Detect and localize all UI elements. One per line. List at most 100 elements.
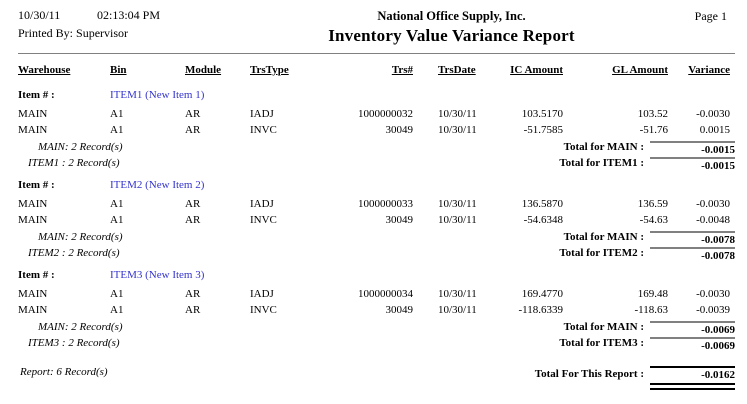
report-total-value: -0.0162 [650,366,735,390]
header-right: Page 1 [655,8,735,24]
cell-trsnum: 30049 [385,304,414,316]
warehouse-total-value: -0.0015 [650,141,735,156]
item-group: Item # : ITEM3 (New Item 3) MAIN A1 AR I… [18,269,735,352]
col-variance: Variance [688,64,730,76]
cell-ic-amount: -54.6348 [523,214,563,226]
warehouse-total-label: Total for MAIN : [563,141,644,153]
report-total-label: Total For This Report : [534,368,644,380]
cell-trsdate: 10/30/11 [438,304,477,316]
cell-trsnum: 30049 [385,124,414,136]
col-warehouse: Warehouse [18,64,71,76]
cell-module: AR [185,108,201,120]
item-link[interactable]: ITEM3 (New Item 3) [110,269,205,281]
cell-ic-amount: 169.4770 [521,288,563,300]
cell-gl-amount: -51.76 [639,124,668,136]
col-module: Module [185,64,222,76]
cell-gl-amount: -118.63 [634,304,668,316]
cell-bin: A1 [110,198,124,210]
col-trstype: TrsType [250,64,289,76]
item-total-label: Total for ITEM1 : [559,157,644,169]
table-row: MAIN A1 AR IADJ 1000000034 10/30/11 169.… [18,288,735,304]
cell-bin: A1 [110,108,124,120]
cell-ic-amount: -51.7585 [523,124,563,136]
printed-by-value: Supervisor [76,26,129,40]
cell-bin: A1 [110,214,124,226]
item-group: Item # : ITEM1 (New Item 1) MAIN A1 AR I… [18,89,735,172]
cell-bin: A1 [110,288,124,300]
cell-trsdate: 10/30/11 [438,124,477,136]
cell-module: AR [185,124,201,136]
item-number-label: Item # : [18,179,55,191]
warehouse-record-count: MAIN: 2 Record(s) [38,321,123,333]
item-number-label: Item # : [18,89,55,101]
col-trsdate: TrsDate [438,64,476,76]
cell-trstype: IADJ [250,288,274,300]
cell-trsnum: 30049 [385,214,414,226]
report-record-count: Report: 6 Record(s) [20,366,108,378]
cell-bin: A1 [110,304,124,316]
cell-trsnum: 1000000032 [358,108,413,120]
item-record-count: ITEM2 : 2 Record(s) [28,247,120,259]
item-total-label: Total for ITEM3 : [559,337,644,349]
cell-trsdate: 10/30/11 [438,198,477,210]
warehouse-total-label: Total for MAIN : [563,231,644,243]
warehouse-total-value: -0.0069 [650,321,735,336]
report-title: Inventory Value Variance Report [328,26,575,45]
item-total-label: Total for ITEM2 : [559,247,644,259]
item-total-value: -0.0015 [650,157,735,172]
page-number: Page 1 [694,9,727,23]
report-footer: Report: 6 Record(s) Total For This Repor… [18,366,735,390]
cell-trsdate: 10/30/11 [438,288,477,300]
cell-trsdate: 10/30/11 [438,214,477,226]
cell-module: AR [185,288,201,300]
cell-variance: -0.0030 [696,108,730,120]
cell-warehouse: MAIN [18,288,48,300]
double-underline [650,383,735,390]
cell-warehouse: MAIN [18,214,48,226]
cell-variance: -0.0039 [696,304,730,316]
cell-warehouse: MAIN [18,108,48,120]
cell-ic-amount: 136.5870 [521,198,563,210]
print-date: 10/30/11 [18,8,61,22]
cell-trstype: INVC [250,214,277,226]
table-row: MAIN A1 AR INVC 30049 10/30/11 -54.6348 … [18,214,735,230]
cell-trstype: IADJ [250,108,274,120]
cell-warehouse: MAIN [18,124,48,136]
item-total-value: -0.0078 [650,247,735,262]
item-link[interactable]: ITEM1 (New Item 1) [110,89,205,101]
printed-by-label: Printed By: [18,26,74,40]
cell-ic-amount: -118.6339 [518,304,563,316]
header-center: National Office Supply, Inc. Inventory V… [248,8,655,46]
cell-trstype: INVC [250,124,277,136]
table-row: MAIN A1 AR IADJ 1000000033 10/30/11 136.… [18,198,735,214]
cell-module: AR [185,214,201,226]
cell-variance: 0.0015 [699,124,730,136]
column-headers: Warehouse Bin Module TrsType Trs# TrsDat… [18,64,735,82]
cell-variance: -0.0048 [696,214,730,226]
item-total-value: -0.0069 [650,337,735,352]
col-ic-amount: IC Amount [510,64,563,76]
cell-gl-amount: 103.52 [637,108,668,120]
cell-variance: -0.0030 [696,198,730,210]
cell-trsnum: 1000000033 [358,198,413,210]
page-header: 10/30/11 02:13:04 PM Printed By: Supervi… [18,8,735,46]
cell-trstype: IADJ [250,198,274,210]
col-gl-amount: GL Amount [612,64,668,76]
table-row: MAIN A1 AR INVC 30049 10/30/11 -118.6339… [18,304,735,320]
cell-gl-amount: 136.59 [637,198,668,210]
cell-gl-amount: 169.48 [637,288,668,300]
item-group: Item # : ITEM2 (New Item 2) MAIN A1 AR I… [18,179,735,262]
warehouse-total-value: -0.0078 [650,231,735,246]
table-row: MAIN A1 AR INVC 30049 10/30/11 -51.7585 … [18,124,735,140]
cell-trstype: INVC [250,304,277,316]
header-left: 10/30/11 02:13:04 PM Printed By: Supervi… [18,8,248,41]
item-record-count: ITEM3 : 2 Record(s) [28,337,120,349]
item-link[interactable]: ITEM2 (New Item 2) [110,179,205,191]
cell-gl-amount: -54.63 [639,214,668,226]
item-number-label: Item # : [18,269,55,281]
item-record-count: ITEM1 : 2 Record(s) [28,157,120,169]
report-total-number: -0.0162 [650,366,735,381]
cell-trsnum: 1000000034 [358,288,413,300]
table-row: MAIN A1 AR IADJ 1000000032 10/30/11 103.… [18,108,735,124]
